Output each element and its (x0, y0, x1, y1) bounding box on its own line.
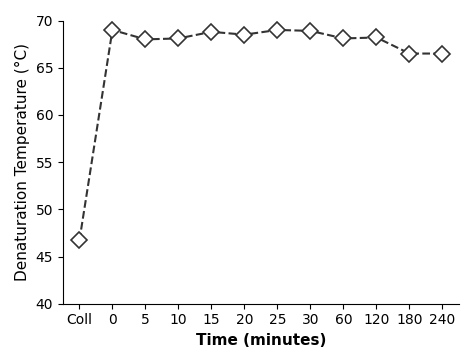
Y-axis label: Denaturation Temperature (°C): Denaturation Temperature (°C) (15, 43, 30, 281)
X-axis label: Time (minutes): Time (minutes) (196, 333, 326, 348)
